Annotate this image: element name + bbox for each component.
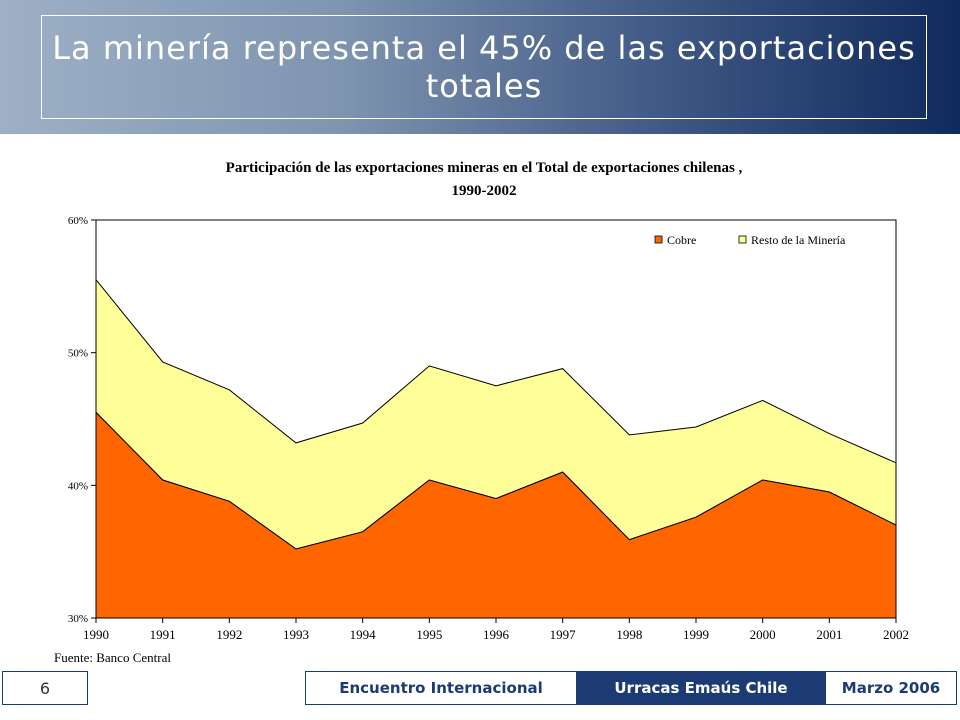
legend-label-cobre: Cobre xyxy=(667,233,696,247)
x-tick-label: 1997 xyxy=(550,627,577,642)
x-tick-label: 1994 xyxy=(350,627,377,642)
legend: Cobre Resto de la Minería xyxy=(654,233,846,247)
chart-title-line1: Participación de las exportaciones miner… xyxy=(226,160,743,176)
footer-organization: Urracas Emaús Chile xyxy=(576,672,826,704)
x-tick-label: 1991 xyxy=(150,627,176,642)
slide-title: La minería representa el 45% de las expo… xyxy=(52,29,916,105)
slide-header: La minería representa el 45% de las expo… xyxy=(0,0,960,134)
x-tick-label: 2001 xyxy=(816,627,842,642)
area-cobre xyxy=(95,411,897,619)
x-axis: 1990 1991 1992 1993 1994 1995 1996 1997 1998 1999… xyxy=(83,618,909,642)
legend-swatch-cobre xyxy=(654,235,663,244)
y-tick-label: 30% xyxy=(68,613,88,625)
title-frame: La minería representa el 45% de las expo… xyxy=(41,15,927,119)
page-number: 6 xyxy=(2,671,88,705)
x-tick-label: 1990 xyxy=(83,627,109,642)
mining-exports-chart: Participación de las exportaciones miner… xyxy=(54,160,909,665)
x-tick-label: 1995 xyxy=(416,627,442,642)
chart-source: Fuente: Banco Central xyxy=(54,650,171,665)
x-tick-label: 1992 xyxy=(216,627,242,642)
x-tick-label: 2002 xyxy=(883,627,909,642)
x-tick-label: 1999 xyxy=(683,627,709,642)
y-axis: 30% 40% 50% 60% xyxy=(68,215,96,625)
x-tick-label: 2000 xyxy=(750,627,776,642)
legend-swatch-resto xyxy=(738,235,747,244)
y-tick-label: 60% xyxy=(68,215,88,227)
y-tick-label: 40% xyxy=(68,480,88,492)
footer-bar: Encuentro Internacional Urracas Emaús Ch… xyxy=(305,671,957,705)
slide-footer: 6 Encuentro Internacional Urracas Emaús … xyxy=(0,671,960,707)
x-tick-label: 1996 xyxy=(483,627,510,642)
plot-area xyxy=(95,219,897,619)
y-tick-label: 50% xyxy=(68,348,88,360)
footer-event: Encuentro Internacional xyxy=(339,679,543,697)
chart-title-line2: 1990-2002 xyxy=(452,183,517,199)
footer-date: Marzo 2006 xyxy=(841,679,941,697)
x-tick-label: 1993 xyxy=(283,627,309,642)
x-tick-label: 1998 xyxy=(616,627,642,642)
legend-label-resto: Resto de la Minería xyxy=(751,233,846,247)
